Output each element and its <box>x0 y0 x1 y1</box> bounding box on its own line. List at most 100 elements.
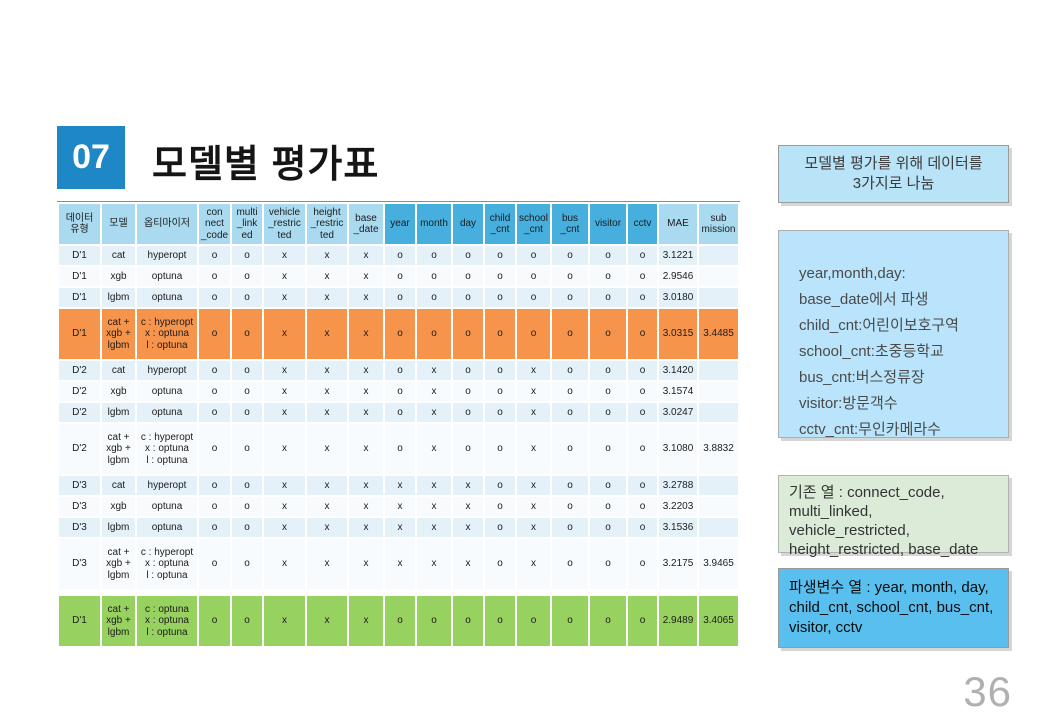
table-cell-cctv: o <box>628 518 657 537</box>
table-cell-day: o <box>453 288 483 307</box>
table-cell-multi_linked: o <box>232 267 262 286</box>
table-cell-day: o <box>453 309 483 359</box>
table-row: D'3 cat hyperopt o o x x x x x x o x o o o 3.2788 <box>59 476 738 495</box>
column-header-dtype: 데이터 유형 <box>59 204 100 244</box>
table-cell-model: cat <box>102 246 135 265</box>
table-cell-height_restricted: x <box>307 596 347 646</box>
table-cell-mae: 3.1080 <box>659 424 697 474</box>
column-header-year: year <box>385 204 415 244</box>
table-cell-submission: 3.8832 <box>699 424 738 474</box>
table-cell-dtype: D'1 <box>59 246 100 265</box>
page-number: 36 <box>963 668 1012 715</box>
table-cell-vehicle_restricted: x <box>264 246 305 265</box>
column-header-visitor: visitor <box>590 204 626 244</box>
table-cell-submission <box>699 246 738 265</box>
table-row: D'3 cat + xgb + lgbm c : hyperopt x : optu… <box>59 539 738 589</box>
table-cell-base_date: x <box>349 539 383 589</box>
derived-desc-line: year,month,day: <box>799 265 906 282</box>
table-cell-submission <box>699 403 738 422</box>
table-cell-month: x <box>417 497 451 516</box>
table-cell-year: o <box>385 309 415 359</box>
table-cell-bus_cnt: o <box>552 518 588 537</box>
column-header-month: month <box>417 204 451 244</box>
table-cell-submission <box>699 361 738 380</box>
table-cell-bus_cnt: o <box>552 497 588 516</box>
table-cell-year: x <box>385 476 415 495</box>
table-cell-multi_linked: o <box>232 596 262 646</box>
table-cell-submission: 3.9465 <box>699 539 738 589</box>
table-cell-bus_cnt: o <box>552 382 588 401</box>
table-cell-cctv: o <box>628 309 657 359</box>
table-cell-visitor: o <box>590 476 626 495</box>
table-cell-dtype: D'1 <box>59 309 100 359</box>
table-cell-child_cnt: o <box>485 596 515 646</box>
table-cell-year: o <box>385 267 415 286</box>
table-cell-bus_cnt: o <box>552 288 588 307</box>
table-cell-height_restricted: x <box>307 518 347 537</box>
column-header-day: day <box>453 204 483 244</box>
table-cell-height_restricted: x <box>307 539 347 589</box>
table-cell-month: o <box>417 596 451 646</box>
table-cell-vehicle_restricted: x <box>264 476 305 495</box>
table-cell-base_date: x <box>349 246 383 265</box>
table-cell-optimizer: hyperopt <box>137 476 197 495</box>
table-cell-year: o <box>385 288 415 307</box>
table-cell-cctv: o <box>628 424 657 474</box>
table-cell-day: x <box>453 497 483 516</box>
table-cell-base_date: x <box>349 361 383 380</box>
table-cell-optimizer: optuna <box>137 497 197 516</box>
table-cell-height_restricted: x <box>307 403 347 422</box>
table-cell-height_restricted: x <box>307 267 347 286</box>
table-cell-optimizer: optuna <box>137 288 197 307</box>
table-cell-month: x <box>417 518 451 537</box>
table-cell-dtype: D'1 <box>59 288 100 307</box>
table-cell-multi_linked: o <box>232 403 262 422</box>
table-cell-dtype: D'2 <box>59 403 100 422</box>
table-cell-base_date: x <box>349 382 383 401</box>
model-evaluation-table: 데이터 유형 모델 옵티마이저 con nect _code multi _link e… <box>57 202 740 648</box>
table-cell-base_date: x <box>349 309 383 359</box>
table-cell-visitor: o <box>590 382 626 401</box>
table-cell-dtype: D'2 <box>59 382 100 401</box>
table-cell-mae: 3.0180 <box>659 288 697 307</box>
table-cell-mae: 2.9489 <box>659 596 697 646</box>
table-cell-connect_code: o <box>199 361 230 380</box>
table-cell-submission <box>699 382 738 401</box>
table-row: D'2 cat hyperopt o o x x x o x o o x o o o 3.1420 <box>59 361 738 380</box>
column-header-height_restricted: height _restric ted <box>307 204 347 244</box>
table-cell-school_cnt: x <box>517 518 550 537</box>
table-cell-multi_linked: o <box>232 497 262 516</box>
column-header-multi_linked: multi _link ed <box>232 204 262 244</box>
table-cell-cctv: o <box>628 361 657 380</box>
table-cell-height_restricted: x <box>307 246 347 265</box>
table-cell-mae: 3.1221 <box>659 246 697 265</box>
table-cell-dtype: D'2 <box>59 424 100 474</box>
table-cell-year: o <box>385 382 415 401</box>
table-cell-mae: 3.0247 <box>659 403 697 422</box>
column-header-vehicle_restricted: vehicle _restric ted <box>264 204 305 244</box>
table-row: D'1 cat hyperopt o o x x x o o o o o o o o 3.1221 <box>59 246 738 265</box>
table-cell-submission <box>699 518 738 537</box>
table-cell-vehicle_restricted: x <box>264 518 305 537</box>
table-cell-optimizer: optuna <box>137 382 197 401</box>
table-cell-submission <box>699 267 738 286</box>
column-header-cctv: cctv <box>628 204 657 244</box>
table-cell-cctv: o <box>628 476 657 495</box>
table-cell-mae: 3.2175 <box>659 539 697 589</box>
table-cell-height_restricted: x <box>307 361 347 380</box>
table-cell-year: x <box>385 539 415 589</box>
table-cell-day: o <box>453 361 483 380</box>
table-cell-school_cnt: x <box>517 424 550 474</box>
table-cell-height_restricted: x <box>307 382 347 401</box>
table-cell-connect_code: o <box>199 596 230 646</box>
panel-existing-cols: 기존 열 : connect_code, multi_linked, vehic… <box>778 475 1009 558</box>
table-cell-base_date: x <box>349 476 383 495</box>
table-cell-vehicle_restricted: x <box>264 361 305 380</box>
table-cell-day: o <box>453 596 483 646</box>
derived-desc-line: child_cnt:어린이보호구역 <box>799 317 959 334</box>
table-cell-model: cat + xgb + lgbm <box>102 309 135 359</box>
table-cell-day: x <box>453 539 483 589</box>
panel-derived-desc: year,month,day: base_date에서 파생 child_cnt… <box>778 230 1009 438</box>
table-cell-year: x <box>385 497 415 516</box>
